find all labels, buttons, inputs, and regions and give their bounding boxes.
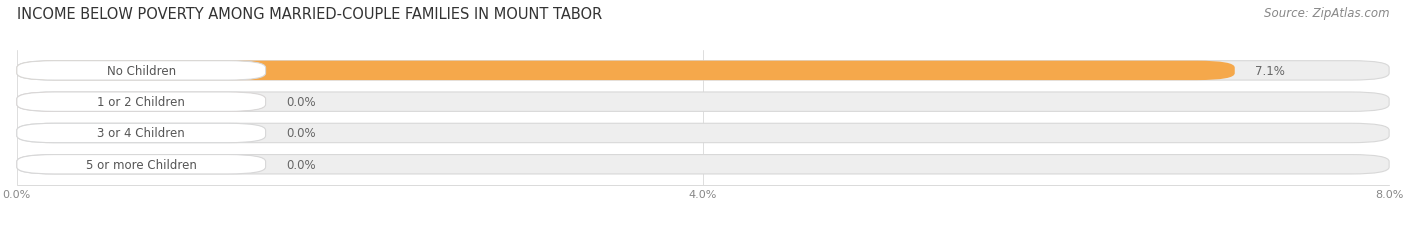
- FancyBboxPatch shape: [17, 93, 1389, 112]
- Text: Source: ZipAtlas.com: Source: ZipAtlas.com: [1264, 7, 1389, 20]
- FancyBboxPatch shape: [17, 124, 1389, 143]
- Text: 0.0%: 0.0%: [287, 158, 316, 171]
- FancyBboxPatch shape: [17, 155, 266, 174]
- Text: 0.0%: 0.0%: [287, 127, 316, 140]
- Text: 7.1%: 7.1%: [1256, 65, 1285, 78]
- FancyBboxPatch shape: [17, 155, 266, 174]
- Text: 3 or 4 Children: 3 or 4 Children: [97, 127, 186, 140]
- FancyBboxPatch shape: [17, 93, 266, 112]
- Text: 0.0%: 0.0%: [287, 96, 316, 109]
- FancyBboxPatch shape: [17, 124, 266, 143]
- Text: 1 or 2 Children: 1 or 2 Children: [97, 96, 186, 109]
- FancyBboxPatch shape: [17, 61, 266, 81]
- FancyBboxPatch shape: [17, 124, 266, 143]
- FancyBboxPatch shape: [17, 61, 1234, 81]
- Text: No Children: No Children: [107, 65, 176, 78]
- Text: 5 or more Children: 5 or more Children: [86, 158, 197, 171]
- Text: INCOME BELOW POVERTY AMONG MARRIED-COUPLE FAMILIES IN MOUNT TABOR: INCOME BELOW POVERTY AMONG MARRIED-COUPL…: [17, 7, 602, 22]
- FancyBboxPatch shape: [17, 93, 266, 112]
- FancyBboxPatch shape: [17, 155, 1389, 174]
- FancyBboxPatch shape: [17, 61, 1389, 81]
